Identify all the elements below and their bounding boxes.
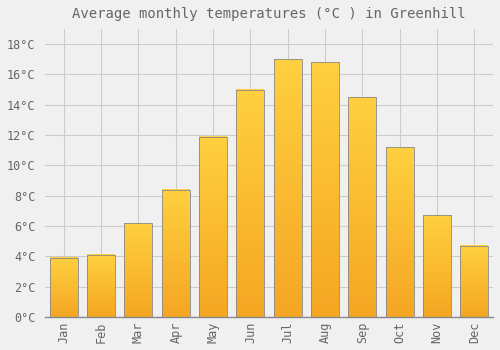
Bar xyxy=(50,258,78,317)
Bar xyxy=(199,136,227,317)
Bar xyxy=(386,147,413,317)
Bar xyxy=(460,246,488,317)
Bar xyxy=(124,223,152,317)
Bar xyxy=(236,90,264,317)
Bar xyxy=(87,255,115,317)
Bar xyxy=(423,215,451,317)
Bar xyxy=(162,190,190,317)
Bar xyxy=(274,60,302,317)
Title: Average monthly temperatures (°C ) in Greenhill: Average monthly temperatures (°C ) in Gr… xyxy=(72,7,466,21)
Bar xyxy=(311,62,339,317)
Bar xyxy=(348,97,376,317)
